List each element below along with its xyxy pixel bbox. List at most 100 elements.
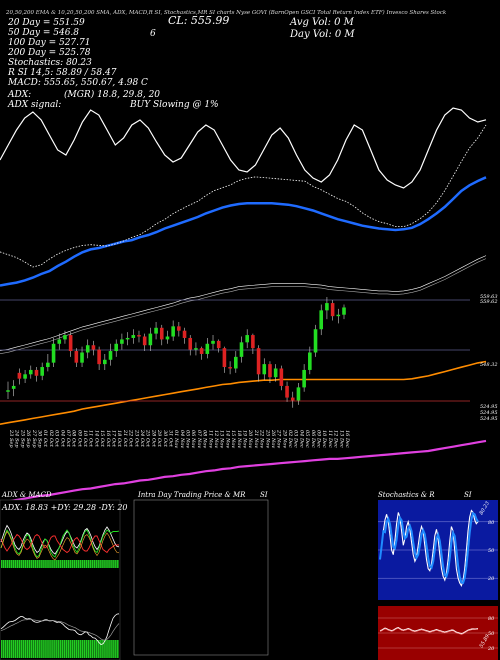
- macd-histogram-bar: [103, 640, 105, 658]
- adx-histogram-bar: [69, 560, 72, 568]
- stochastic-overlay-line: [0, 107, 487, 189]
- macd-histogram-bar: [97, 640, 99, 658]
- candle-body: [330, 303, 335, 317]
- candle-body: [256, 348, 261, 375]
- header-six: 6: [150, 29, 156, 39]
- candle-body: [46, 362, 50, 368]
- candle-body: [268, 364, 272, 378]
- macd-histogram-bar: [105, 640, 107, 658]
- macd-histogram-bar: [91, 640, 94, 658]
- candle-body: [154, 327, 158, 334]
- x-tick-label: 24 Oct: [139, 429, 145, 448]
- stochastics-k-line: [379, 509, 479, 588]
- adx-histogram-bar: [6, 560, 9, 568]
- adx-signal-line: [0, 530, 120, 561]
- candle-body: [233, 356, 238, 369]
- x-tick-label: 30 Oct: [162, 430, 168, 448]
- adx-histogram-bar: [24, 560, 27, 568]
- adx-histogram-bar: [42, 560, 44, 568]
- x-tick-label: 10 Dec: [321, 430, 327, 448]
- adx-histogram-bar: [109, 560, 111, 568]
- macd-histogram-bar: [113, 640, 115, 658]
- x-tick-label: 13 Nov: [219, 430, 225, 448]
- adx-histogram-bar: [26, 560, 29, 568]
- x-tick-label: 16 Dec: [344, 430, 350, 448]
- macd-histogram-bar: [22, 640, 25, 658]
- candle-body: [182, 330, 187, 338]
- x-tick-label: 02 Dec: [287, 430, 293, 448]
- macd-histogram-bar: [99, 640, 101, 658]
- price-label: 559.63: [480, 294, 498, 300]
- adx-histogram-bar: [113, 560, 115, 568]
- adx-histogram-bar: [101, 560, 103, 568]
- candle-body: [120, 339, 124, 344]
- x-tick-label: 27 Nov: [276, 429, 282, 448]
- adx-histogram-bar: [111, 560, 113, 568]
- adx-histogram-bar: [95, 560, 97, 568]
- macd-histogram-bar: [111, 640, 113, 658]
- candle-body: [194, 348, 198, 350]
- adx-histogram-bar: [77, 560, 80, 568]
- x-tick-label: 15 Nov: [230, 430, 236, 448]
- adx-histogram-bar: [4, 560, 7, 568]
- candle-body: [137, 335, 141, 337]
- macd-histogram-bar: [60, 640, 62, 658]
- adx-histogram-bar: [91, 560, 94, 568]
- x-tick-label: 22 Nov: [259, 429, 265, 448]
- macd-histogram-bar: [73, 640, 76, 658]
- price-label: 524.95: [480, 416, 498, 422]
- x-tick-label: 07 Oct: [65, 430, 71, 448]
- adx-histogram-bar: [58, 560, 60, 568]
- adx-histogram-bar: [22, 560, 25, 568]
- adx-histogram-bar: [50, 560, 52, 568]
- ema50-line-outer: [0, 255, 487, 351]
- candle-body: [336, 314, 341, 317]
- x-tick-label: 28 Oct: [150, 429, 156, 448]
- adx-readout: ADX: 18.83 +DY: 29.28 -DY: 20: [2, 503, 128, 512]
- macd-histogram-bar: [12, 640, 15, 658]
- macd-histogram-bar: [30, 640, 33, 658]
- macd-histogram-bar: [26, 640, 29, 658]
- candle-body: [222, 348, 227, 368]
- candle-body: [285, 385, 289, 398]
- header-line: 20,50,200 EMA & 10,20,50,200 SMA, ADX, M…: [6, 10, 447, 16]
- candle-body: [11, 385, 16, 389]
- adx-histogram-bar: [44, 560, 46, 568]
- price-label: 524.95: [480, 410, 498, 416]
- candle-body: [74, 351, 79, 363]
- candle-body: [216, 340, 221, 349]
- x-tick-label: 01 Oct: [42, 430, 48, 448]
- candle-body: [308, 352, 312, 370]
- candle-body: [23, 374, 27, 379]
- adx-histogram-bar: [56, 560, 58, 568]
- macd-histogram-bar: [48, 640, 50, 658]
- candle-body: [302, 369, 306, 388]
- price-label: 524.95: [480, 404, 498, 410]
- adx-histogram-bar: [48, 560, 50, 568]
- candle-body: [245, 335, 249, 343]
- macd-histogram-bar: [109, 640, 111, 658]
- x-tick-label: 20 Nov: [247, 429, 253, 448]
- adx-histogram-bar: [52, 560, 54, 568]
- adx-histogram-bar: [87, 560, 90, 568]
- x-tick-label: 03 Dec: [293, 430, 299, 448]
- adx-histogram-bar: [93, 560, 96, 568]
- close-price: CL: 555.99: [168, 14, 230, 27]
- x-tick-label: 30 Sep: [36, 430, 42, 448]
- x-tick-label: 02 Oct: [48, 430, 54, 448]
- macd-histogram-bar: [14, 640, 17, 658]
- adx-histogram-bar: [38, 560, 40, 568]
- adx-histogram-bar: [16, 560, 19, 568]
- candle-body: [313, 329, 318, 353]
- candle-body: [177, 326, 181, 331]
- adx-histogram-bar: [65, 560, 68, 568]
- adx-histogram-bar: [54, 560, 56, 568]
- x-tick-label: 09 Oct: [76, 430, 82, 448]
- macd-histogram-bar: [75, 640, 78, 658]
- macd-histogram-bar: [79, 640, 82, 658]
- candle-body: [103, 359, 107, 365]
- x-tick-label: 21 Oct: [122, 429, 128, 448]
- intraday-panel: [133, 499, 269, 656]
- price-label: 548.32: [480, 362, 498, 368]
